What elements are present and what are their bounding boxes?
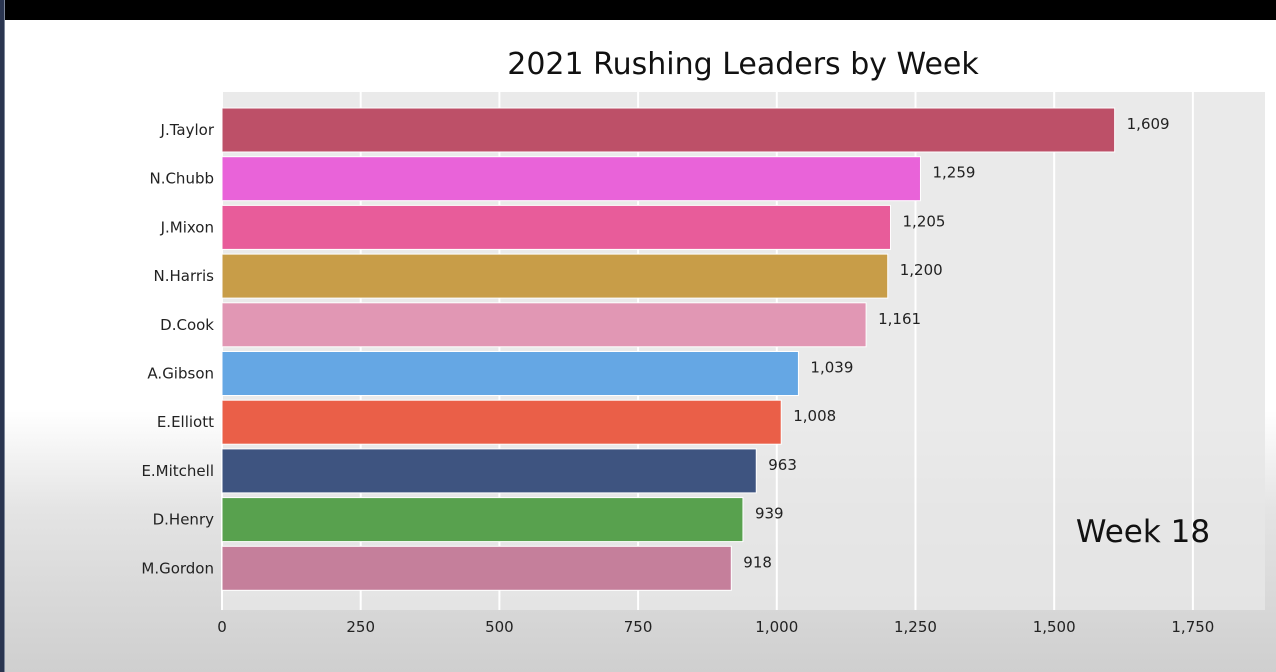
x-tick-label: 1,250 xyxy=(894,618,937,636)
y-tick-label: J.Taylor xyxy=(160,121,215,139)
value-label: 1,008 xyxy=(793,407,836,425)
y-tick-label: E.Mitchell xyxy=(141,462,214,480)
value-label: 1,161 xyxy=(878,310,921,328)
value-label: 1,259 xyxy=(932,164,975,182)
y-tick-label: J.Mixon xyxy=(160,218,214,236)
bar-e-mitchell xyxy=(221,448,757,494)
value-label: 1,200 xyxy=(900,261,943,279)
value-label: 1,205 xyxy=(903,212,946,230)
y-tick-label: N.Harris xyxy=(153,267,214,285)
x-tick-label: 0 xyxy=(217,618,227,636)
week-annotation: Week 18 xyxy=(1076,514,1210,550)
value-label: 1,039 xyxy=(810,359,853,377)
value-label: 963 xyxy=(768,456,797,474)
bar-a-gibson xyxy=(221,351,799,396)
bar-j-taylor xyxy=(221,107,1116,153)
bar-d-cook xyxy=(221,302,867,348)
y-tick-label: M.Gordon xyxy=(141,559,214,577)
chart-title: 2021 Rushing Leaders by Week xyxy=(507,47,979,82)
bar-m-gordon xyxy=(221,545,732,591)
y-tick-label: E.Elliott xyxy=(157,413,214,431)
bar-n-chubb xyxy=(221,156,921,202)
bar-n-harris xyxy=(221,253,889,299)
value-label: 939 xyxy=(755,505,784,523)
value-label: 918 xyxy=(743,553,772,571)
x-tick-label: 250 xyxy=(346,618,375,636)
x-tick-label: 1,000 xyxy=(755,618,798,636)
y-tick-label: A.Gibson xyxy=(147,365,214,383)
window-left-border xyxy=(0,0,5,672)
y-tick-label: D.Henry xyxy=(153,511,215,529)
x-tick-label: 1,750 xyxy=(1171,618,1214,636)
bar-e-elliott xyxy=(221,399,782,445)
x-tick-label: 750 xyxy=(624,618,653,636)
bar-j-mixon xyxy=(221,204,892,250)
y-tick-label: N.Chubb xyxy=(149,170,214,188)
value-label: 1,609 xyxy=(1127,115,1170,133)
y-tick-label: D.Cook xyxy=(160,316,214,334)
bar-d-henry xyxy=(221,497,744,543)
x-tick-label: 1,500 xyxy=(1033,618,1076,636)
x-tick-label: 500 xyxy=(485,618,514,636)
